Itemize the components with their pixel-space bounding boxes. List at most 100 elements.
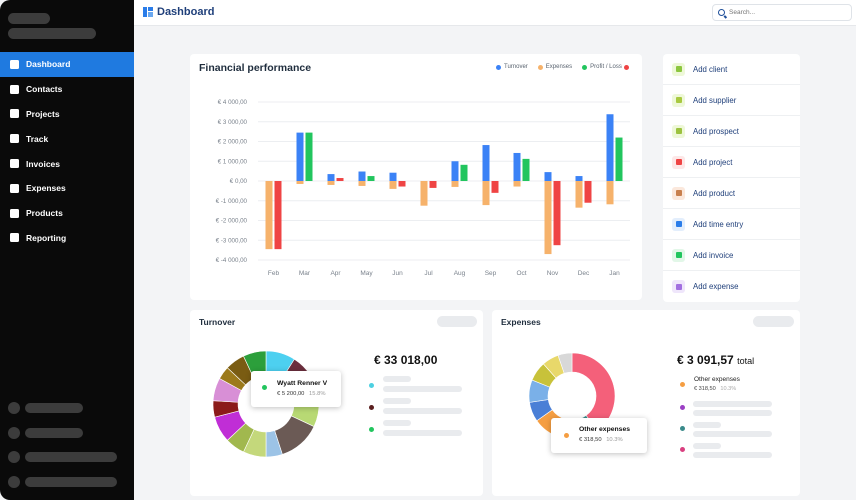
- dashboard-icon: [10, 59, 19, 69]
- quick-action-add-project[interactable]: Add project: [663, 147, 800, 178]
- sidebar-item-track[interactable]: Track: [0, 126, 134, 151]
- turnover-total: € 33 018,00: [374, 353, 438, 367]
- x-tick-label: Jun: [392, 270, 403, 277]
- legend-value-placeholder: [383, 408, 462, 414]
- sidebar-item-projects[interactable]: Projects: [0, 102, 134, 127]
- quick-action-add-invoice[interactable]: Add invoice: [663, 240, 800, 271]
- financial-performance-card: [190, 54, 642, 300]
- sidebar-footer-item[interactable]: [8, 427, 83, 439]
- bar-loss-jul[interactable]: [429, 181, 437, 188]
- sidebar-item-label: Contacts: [26, 84, 63, 95]
- bar-expenses-feb[interactable]: [265, 181, 273, 250]
- legend-item[interactable]: [623, 64, 632, 70]
- bar-expenses-nov[interactable]: [544, 181, 552, 255]
- contacts-icon: [10, 84, 19, 94]
- legend-color-dot: [369, 427, 374, 432]
- legend-value-placeholder: [383, 430, 462, 436]
- bar-expenses-may[interactable]: [358, 181, 366, 186]
- search-box[interactable]: [712, 4, 852, 21]
- expenses-period-select[interactable]: [753, 316, 794, 327]
- quick-action-add-prospect[interactable]: Add prospect: [663, 116, 800, 147]
- sidebar-item-label: Projects: [26, 108, 60, 119]
- expenses-total: € 3 091,57 total: [677, 353, 754, 367]
- legend-color-dot: [680, 382, 685, 387]
- x-tick-label: Jan: [609, 270, 620, 277]
- bar-profit-loss-oct[interactable]: [522, 158, 530, 181]
- legend-value-placeholder: [693, 410, 772, 416]
- bar-expenses-jul[interactable]: [420, 181, 428, 206]
- bar-loss-nov[interactable]: [553, 181, 561, 246]
- bar-loss-sep[interactable]: [491, 181, 499, 193]
- bar-expenses-oct[interactable]: [513, 181, 521, 187]
- bar-turnover-jun[interactable]: [389, 172, 397, 181]
- legend-item[interactable]: Profit / Loss: [582, 64, 622, 70]
- expenses-tooltip: Other expenses € 318,50 10.3%: [551, 418, 647, 453]
- bar-loss-jun[interactable]: [398, 181, 406, 187]
- sidebar-footer-item[interactable]: [8, 476, 117, 488]
- donut-slice[interactable]: [557, 352, 573, 374]
- bar-turnover-sep[interactable]: [482, 145, 490, 181]
- bar-turnover-jan[interactable]: [606, 114, 614, 181]
- bar-turnover-aug[interactable]: [451, 161, 459, 181]
- x-tick-label: Feb: [268, 270, 280, 277]
- expenses-legend-first-percent: 10.3%: [720, 386, 737, 392]
- sidebar-item-dashboard[interactable]: Dashboard: [0, 52, 134, 77]
- y-tick-label: € 3 000,00: [218, 119, 248, 126]
- receipt-icon: [672, 280, 685, 293]
- bar-loss-apr[interactable]: [336, 178, 344, 181]
- bar-turnover-dec[interactable]: [575, 176, 583, 181]
- bar-turnover-mar[interactable]: [296, 132, 304, 181]
- legend-name-placeholder: [383, 376, 411, 382]
- briefcase-icon: [672, 155, 685, 169]
- bar-turnover-nov[interactable]: [544, 172, 552, 181]
- x-tick-label: Nov: [547, 270, 559, 277]
- dashboard-logo-icon: [143, 7, 153, 17]
- sidebar-item-expenses[interactable]: Expenses: [0, 176, 134, 201]
- bar-expenses-sep[interactable]: [482, 181, 490, 206]
- reporting-icon: [10, 233, 19, 243]
- quick-action-add-supplier[interactable]: Add supplier: [663, 85, 800, 116]
- quick-action-add-time-entry[interactable]: Add time entry: [663, 209, 800, 240]
- y-tick-label: € 1 000,00: [218, 158, 248, 165]
- sidebar-footer-item[interactable]: [8, 402, 83, 414]
- quick-action-label: Add supplier: [693, 95, 737, 105]
- bar-expenses-aug[interactable]: [451, 181, 459, 187]
- bar-expenses-jan[interactable]: [606, 181, 614, 205]
- bar-profit-loss-jan[interactable]: [615, 137, 623, 181]
- turnover-period-select[interactable]: [437, 316, 477, 327]
- bar-expenses-mar[interactable]: [296, 181, 304, 184]
- sidebar-item-contacts[interactable]: Contacts: [0, 77, 134, 102]
- bar-expenses-apr[interactable]: [327, 181, 335, 185]
- bar-expenses-jun[interactable]: [389, 181, 397, 189]
- bar-turnover-may[interactable]: [358, 171, 366, 181]
- legend-label: Expenses: [545, 64, 573, 70]
- y-tick-label: € 4 000,00: [218, 99, 248, 106]
- quick-action-add-product[interactable]: Add product: [663, 178, 800, 209]
- sidebar-item-invoices[interactable]: Invoices: [0, 151, 134, 176]
- invoice-icon: [672, 248, 685, 262]
- search-input[interactable]: [729, 9, 839, 16]
- sidebar-item-reporting[interactable]: Reporting: [0, 226, 134, 251]
- sidebar-footer-item[interactable]: [8, 451, 117, 463]
- sidebar-item-products[interactable]: Products: [0, 201, 134, 226]
- turnover-title: Turnover: [199, 317, 236, 327]
- bar-loss-dec[interactable]: [584, 181, 592, 203]
- sidebar-item-label: Expenses: [26, 183, 66, 194]
- bar-turnover-oct[interactable]: [513, 152, 521, 181]
- sidebar-item-label: Reporting: [26, 232, 67, 243]
- legend-name-placeholder: [693, 443, 721, 449]
- bar-profit-loss-aug[interactable]: [460, 164, 468, 181]
- bar-profit-loss-may[interactable]: [367, 176, 375, 181]
- legend-item[interactable]: Turnover: [496, 64, 528, 70]
- turnover-tooltip: Wyatt Renner V € 5 200,00 15.8%: [251, 371, 341, 407]
- bar-profit-loss-mar[interactable]: [305, 132, 313, 181]
- bar-expenses-dec[interactable]: [575, 181, 583, 208]
- bar-turnover-apr[interactable]: [327, 174, 335, 181]
- quick-action-add-client[interactable]: Add client: [663, 54, 800, 85]
- bar-loss-feb[interactable]: [274, 181, 282, 250]
- quick-action-add-expense[interactable]: Add expense: [663, 271, 800, 302]
- sidebar-nav: Dashboard Contacts Projects Track Invoices Ex…: [0, 52, 134, 250]
- box-icon: [672, 186, 685, 200]
- legend-color-dot: [680, 405, 685, 410]
- legend-item[interactable]: Expenses: [537, 64, 573, 70]
